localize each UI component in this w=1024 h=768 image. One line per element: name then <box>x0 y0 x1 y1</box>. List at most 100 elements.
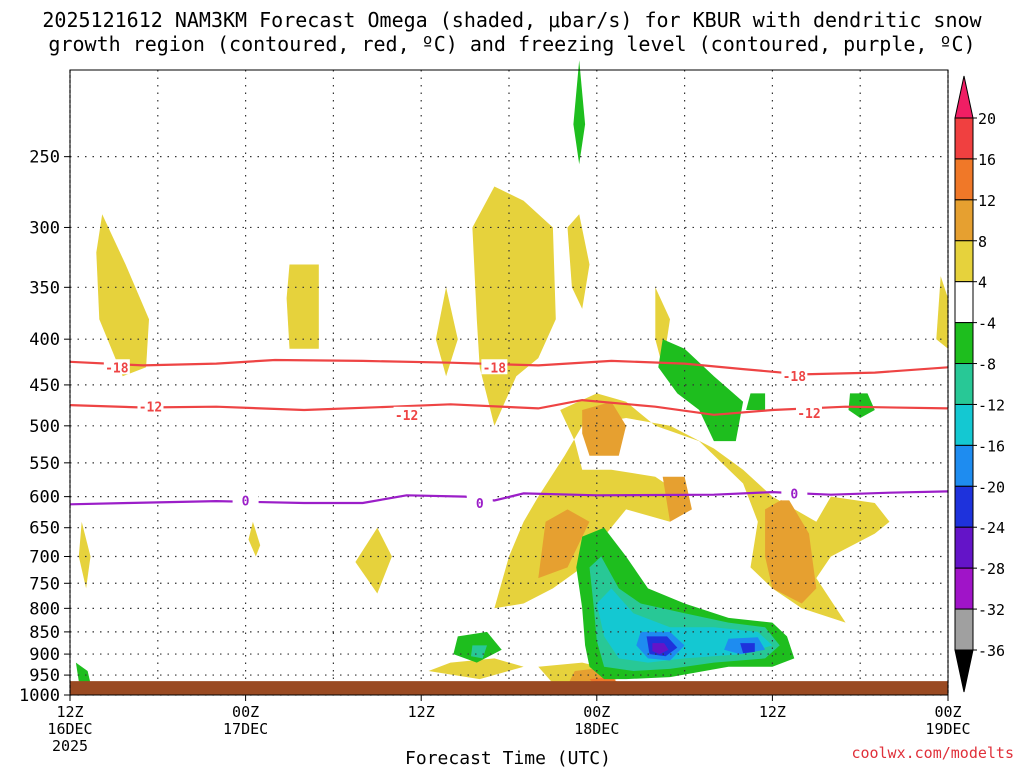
y-tick-label: 300 <box>29 218 60 238</box>
omega-region--4 <box>848 393 875 418</box>
colorbar-segment <box>954 117 974 160</box>
contour-label: -18 <box>783 370 807 385</box>
y-tick-label: 450 <box>29 376 60 396</box>
contour-label-bg <box>481 359 508 375</box>
colorbar-segment <box>954 281 974 324</box>
colorbar-label: 16 <box>978 151 996 169</box>
x-tick-date: 19DEC <box>925 720 970 738</box>
omega-region-4 <box>248 521 261 557</box>
ground-layer <box>70 681 948 695</box>
contour-label: -18 <box>105 361 129 376</box>
omega-region--24 <box>652 643 669 655</box>
chart-title-line1: 2025121612 NAM3KM Forecast Omega (shaded… <box>42 8 982 32</box>
omega-region-8 <box>765 496 817 604</box>
colorbar-label: 20 <box>978 110 996 128</box>
colorbar-label: -12 <box>978 396 1005 414</box>
contour--12 <box>69 398 949 416</box>
contour-label-bg <box>103 359 130 375</box>
omega-region-4 <box>286 264 319 349</box>
colorbar: 20 16 12 8 4 -4 -8 -12 -16 -20 -24 -28 -32 -36 <box>954 75 1005 693</box>
omega-region--8 <box>471 645 487 659</box>
y-tick-label: 350 <box>29 278 60 298</box>
y-tick-label: 1000 <box>19 686 60 706</box>
omega-region--20 <box>740 643 755 654</box>
colorbar-segment <box>954 444 974 487</box>
omega-region-4 <box>655 287 670 368</box>
contour-label-bg <box>393 406 420 422</box>
y-tick-label: 900 <box>29 645 60 665</box>
colorbar-segment <box>954 403 974 446</box>
colorbar-segment <box>954 158 974 201</box>
temperature-contours: -18 -18 -18 -12 -12 -12 0 0 0 <box>69 358 949 512</box>
x-tick-label: 00Z <box>232 703 259 721</box>
colorbar-label: 8 <box>978 233 987 251</box>
colorbar-label: -32 <box>978 601 1005 619</box>
y-tick-label: 250 <box>29 148 60 168</box>
omega-region--4 <box>658 339 744 442</box>
omega-region-4 <box>567 214 590 309</box>
colorbar-label: -8 <box>978 356 996 374</box>
contour-label: -12 <box>139 401 162 416</box>
y-tick-label: 400 <box>29 330 60 350</box>
x-tick-label: 12Z <box>56 703 83 721</box>
omega-region-4 <box>472 186 556 426</box>
x-tick-label: 00Z <box>583 703 610 721</box>
y-tick-label: 950 <box>29 666 60 686</box>
y-tick-label: 550 <box>29 454 60 474</box>
x-tick-date: 17DEC <box>223 720 268 738</box>
omega-region-4 <box>96 214 149 377</box>
x-tick-label: 12Z <box>759 703 786 721</box>
omega-region-4 <box>428 658 524 680</box>
colorbar-segment <box>954 485 974 528</box>
site-credit: coolwx.com/modelts <box>851 744 1014 762</box>
omega-region--4 <box>573 60 586 165</box>
contour-label-bg <box>781 368 808 384</box>
omega-region-8 <box>582 401 627 456</box>
omega-region-4 <box>936 276 948 349</box>
y-tick-label: 800 <box>29 599 60 619</box>
chart-title-line2: growth region (contoured, red, ºC) and f… <box>48 32 976 56</box>
colorbar-segment <box>954 526 974 569</box>
omega-region-4 <box>435 287 458 377</box>
colorbar-segment <box>954 199 974 242</box>
contour-label-bg <box>232 492 259 508</box>
colorbar-segment <box>954 322 974 365</box>
colorbar-label: -28 <box>978 560 1005 578</box>
axes: 2503003504004505005506006507007508008509… <box>19 69 971 755</box>
colorbar-segment <box>954 567 974 610</box>
omega-region--4 <box>75 662 91 684</box>
colorbar-top-arrow <box>954 75 974 119</box>
contour-label-bg <box>466 495 493 511</box>
contour-label-bg <box>137 398 164 414</box>
contour-label-bg <box>795 405 822 421</box>
contour-label: 0 <box>790 487 798 502</box>
y-tick-label: 650 <box>29 519 60 539</box>
omega-region-8 <box>662 476 692 522</box>
ground-bar <box>70 681 948 695</box>
omega-region-4 <box>78 521 91 589</box>
colorbar-bottom-arrow <box>954 649 974 693</box>
contour-label-bg <box>781 485 808 501</box>
y-tick-label: 600 <box>29 488 60 508</box>
colorbar-label: 12 <box>978 192 996 210</box>
omega-region-8 <box>538 509 590 579</box>
y-tick-label: 700 <box>29 547 60 567</box>
x-tick-date: 16DEC <box>47 720 92 738</box>
colorbar-label: 4 <box>978 274 987 292</box>
contour-0 <box>69 490 949 506</box>
x-tick-date: 18DEC <box>574 720 619 738</box>
x-tick-label: 00Z <box>934 703 961 721</box>
contour-label: -12 <box>797 407 820 422</box>
colorbar-label: -16 <box>978 437 1005 455</box>
contour-label: 0 <box>242 494 250 509</box>
colorbar-label: -20 <box>978 478 1005 496</box>
omega-region--4 <box>746 393 766 410</box>
y-tick-label: 850 <box>29 623 60 643</box>
y-tick-label: 750 <box>29 574 60 594</box>
contour-label: -18 <box>483 361 507 376</box>
contour-label: 0 <box>476 497 484 512</box>
colorbar-segment <box>954 240 974 283</box>
omega-region-4 <box>494 393 890 623</box>
colorbar-segment <box>954 363 974 405</box>
